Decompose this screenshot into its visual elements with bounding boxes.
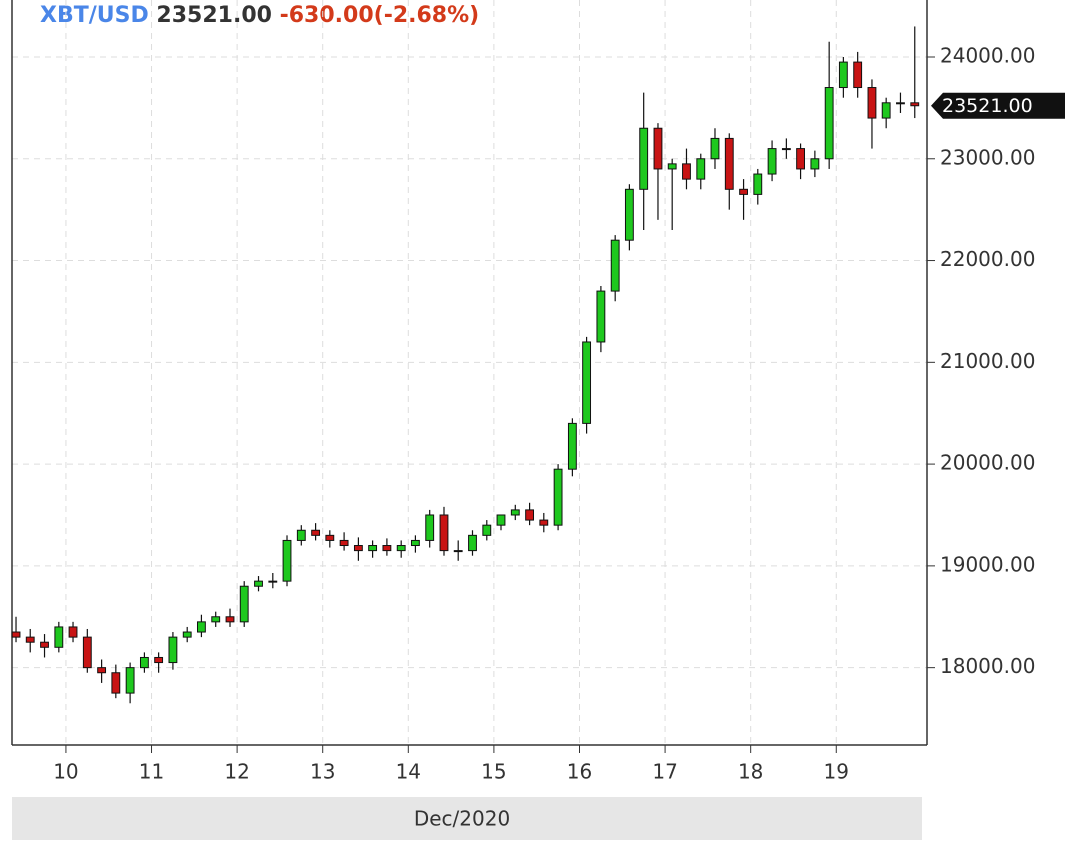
candle-body	[824, 87, 834, 160]
candle-body	[154, 656, 164, 664]
x-tick-label: 18	[738, 760, 763, 784]
y-tick-label: 20000.00	[940, 451, 1035, 475]
candle-body	[810, 158, 820, 170]
candle-body	[567, 422, 577, 470]
candle-body	[496, 514, 506, 526]
price-change: -630.00(-2.68%)	[280, 3, 480, 28]
candle-body	[582, 341, 592, 424]
y-tick-label: 22000.00	[940, 247, 1035, 271]
candle-body	[239, 585, 249, 623]
candle-body	[311, 529, 321, 536]
candle-body	[910, 102, 920, 107]
x-tick-label: 14	[396, 760, 421, 784]
candle-body	[838, 61, 848, 89]
price-tag-label: 23521.00	[942, 95, 1033, 117]
candle-body	[510, 509, 520, 516]
candle-body	[368, 545, 378, 552]
candle-body	[853, 61, 863, 89]
candle-body	[482, 524, 492, 536]
candle-body	[68, 626, 78, 638]
candle-body	[896, 102, 905, 105]
x-tick-label: 10	[53, 760, 78, 784]
candle-body	[682, 163, 691, 180]
candle-body	[796, 148, 806, 170]
candle-body	[525, 509, 535, 521]
y-tick-label: 23000.00	[940, 145, 1035, 169]
candle-body	[25, 636, 35, 643]
candle-body	[54, 626, 64, 648]
candle-body	[867, 87, 877, 119]
y-tick-label: 18000.00	[940, 654, 1035, 678]
candle-body	[125, 667, 135, 694]
candle-body	[439, 514, 449, 552]
symbol: XBT/USD	[40, 3, 149, 28]
candle-body	[624, 188, 634, 241]
candle-body	[211, 616, 221, 623]
candle-body	[781, 148, 791, 151]
candle-body	[82, 636, 92, 669]
candle-body	[410, 539, 420, 547]
candle-body	[468, 534, 477, 552]
candle-body	[139, 656, 149, 669]
candle-body	[753, 173, 763, 195]
candle-body	[396, 545, 406, 552]
candle-body	[596, 290, 606, 343]
candle-body	[168, 636, 178, 664]
candle-body	[724, 137, 734, 190]
chart-header: XBT/USD 23521.00 -630.00(-2.68%)	[40, 3, 479, 28]
candle-body	[539, 519, 549, 526]
x-label-band	[12, 797, 922, 840]
candle-body	[40, 641, 49, 648]
last-price: 23521.00	[156, 3, 272, 28]
candle-body	[339, 539, 349, 547]
candle-body	[325, 534, 335, 541]
candle-body	[11, 631, 21, 638]
y-tick-label: 19000.00	[940, 552, 1035, 576]
candle-body	[453, 550, 463, 553]
candle-body	[353, 545, 363, 552]
price-tag	[931, 92, 1065, 119]
candle-body	[296, 529, 306, 541]
x-tick-label: 13	[310, 760, 335, 784]
candle-body	[111, 672, 121, 694]
x-tick-label: 15	[481, 760, 506, 784]
x-axis-label: Dec/2020	[414, 807, 510, 831]
candle-body	[653, 127, 663, 170]
candle-body	[97, 667, 107, 674]
candle-body	[425, 514, 435, 541]
candle-body	[553, 468, 563, 526]
candle-body	[225, 616, 235, 623]
x-tick-label: 16	[567, 760, 592, 784]
x-tick-label: 11	[139, 760, 164, 784]
candle-body	[696, 158, 706, 180]
x-tick-label: 17	[652, 760, 677, 784]
candle-body	[639, 127, 649, 190]
x-tick-label: 19	[824, 760, 849, 784]
candle-body	[610, 239, 620, 292]
candle-body	[767, 148, 777, 175]
candle-body	[667, 163, 677, 170]
candle-body	[382, 545, 392, 552]
candle-body	[254, 580, 263, 587]
candle-body	[881, 102, 891, 119]
candle-body	[182, 631, 192, 638]
y-tick-label: 24000.00	[940, 43, 1035, 67]
candle-body	[196, 621, 206, 633]
candle-body	[739, 188, 748, 195]
candle-body	[268, 580, 278, 583]
candle-body	[282, 539, 292, 582]
y-tick-label: 21000.00	[940, 349, 1035, 373]
x-tick-label: 12	[224, 760, 249, 784]
candle-body	[710, 137, 720, 160]
